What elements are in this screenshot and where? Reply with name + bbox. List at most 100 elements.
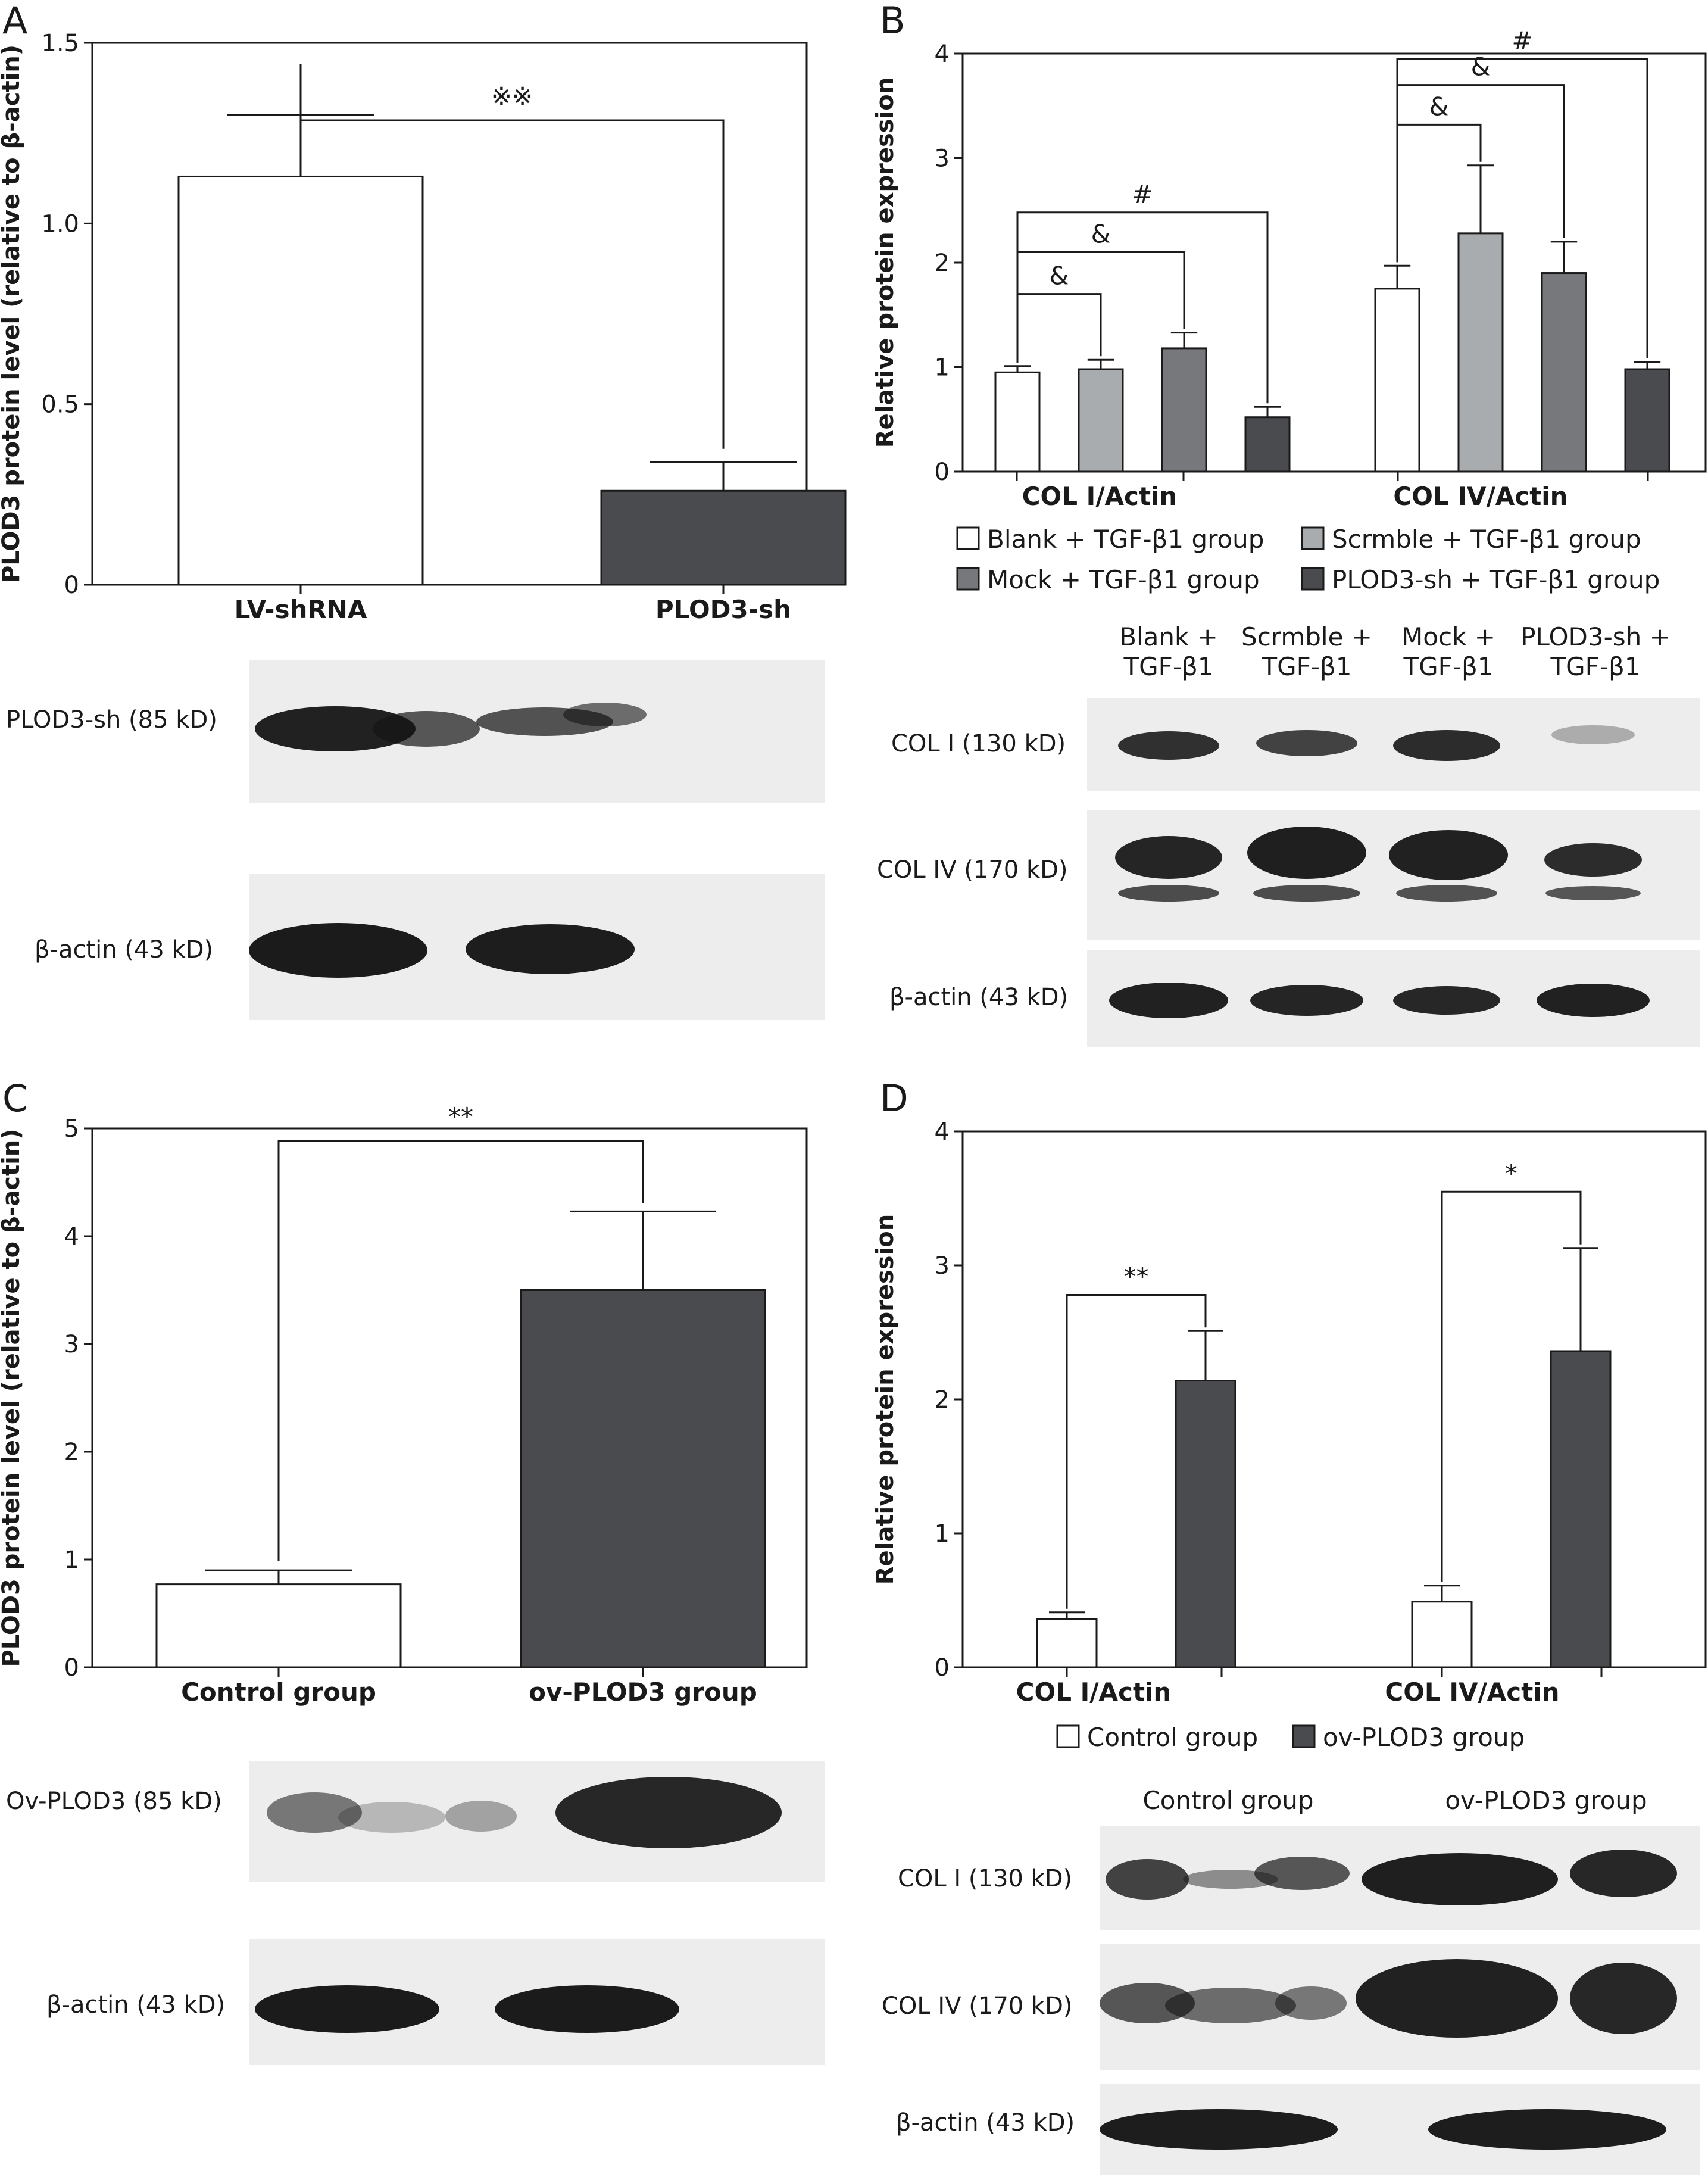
y-axis-label: Relative protein expression [872, 1214, 899, 1585]
blot-lane-label: Scrmble + [1241, 622, 1372, 651]
protein-band [495, 1985, 679, 2033]
protein-band [1250, 985, 1363, 1016]
protein-band [1537, 984, 1650, 1017]
protein-band [1275, 1986, 1347, 2020]
blot-strip-d-2 [1100, 1944, 1700, 2070]
protein-band [1356, 1959, 1558, 2038]
legend-label: ov-PLOD3 group [1323, 1723, 1525, 1752]
significance-bracket [1066, 1294, 1207, 1609]
y-tick-label: 1 [935, 354, 950, 382]
y-axis-label: PLOD3 protein level (relative to β-actin… [0, 1128, 25, 1667]
blot-strip-d-1 [1100, 1826, 1700, 1930]
protein-band [1256, 730, 1357, 756]
protein-band [1362, 1853, 1558, 1905]
bar-b-1-0 [1374, 288, 1420, 473]
protein-band [1396, 885, 1497, 902]
protein-band [267, 1792, 362, 1833]
blot-strip-b-2 [1087, 810, 1700, 940]
protein-band [445, 1801, 517, 1832]
protein-band [1118, 731, 1219, 760]
protein-band [1165, 1988, 1296, 2023]
blot-label: β-actin (43 kD) [35, 936, 213, 963]
x-category-label: COL IV/Actin [1385, 1677, 1559, 1707]
significance-label: # [1512, 26, 1532, 55]
legend-swatch [1301, 526, 1325, 550]
bar-b-1-3 [1624, 368, 1670, 473]
legend-label: Blank + TGF-β1 group [987, 525, 1264, 554]
y-axis-label: Relative protein expression [872, 77, 899, 448]
blot-lane-label: Blank + [1119, 622, 1218, 651]
bar-b-1-2 [1541, 272, 1587, 473]
chart-panel-b: 0 1 2 3 4 Relative protein expression COL I/Ac… [872, 26, 1707, 594]
x-category-label: LV-shRNA [235, 595, 367, 624]
x-category-label: COL IV/Actin [1393, 482, 1568, 511]
blot-strip-a-1 [249, 660, 825, 803]
blot-lane-label: ov-PLOD3 group [1445, 1786, 1647, 1815]
legend-swatch [1292, 1724, 1316, 1748]
protein-band [1254, 1857, 1350, 1890]
blot-label: PLOD3-sh (85 kD) [6, 706, 217, 734]
panel-letter-c: C [2, 1077, 28, 1120]
blot-strip-b-1 [1087, 698, 1700, 791]
y-tick-label: 4 [64, 1223, 79, 1250]
y-tick-label: 0 [935, 459, 950, 486]
y-tick-label: 1 [935, 1520, 950, 1548]
chart-panel-d: 0 1 2 3 4 Relative protein expression COL I/Ac… [872, 1118, 1707, 1752]
legend-swatch [956, 567, 980, 591]
blot-label: COL IV (170 kD) [882, 1992, 1073, 2020]
protein-band [1115, 836, 1222, 879]
y-tick-label: 2 [935, 250, 950, 277]
blot-lane-label: PLOD3-sh + [1520, 622, 1670, 651]
protein-band [1544, 843, 1642, 877]
legend-label: Scrmble + TGF-β1 group [1332, 525, 1641, 554]
significance-label: ** [1124, 1262, 1149, 1292]
y-tick-label: 3 [935, 145, 950, 173]
protein-band [1428, 2109, 1666, 2150]
y-tick-label: 5 [64, 1115, 79, 1143]
bar-d-1-1 [1550, 1350, 1612, 1668]
y-axis-label: PLOD3 protein level (relative to β-actin… [0, 45, 25, 583]
panel-letter-d: D [880, 1077, 908, 1120]
y-tick-label: 1.0 [41, 210, 79, 238]
bar-c-1 [520, 1289, 766, 1668]
blot-strip-a-2 [249, 874, 825, 1020]
bar-b-0-2 [1161, 347, 1207, 473]
y-tick-label: 0 [935, 1654, 950, 1682]
plot-frame-c [91, 1127, 808, 1668]
significance-label: & [1429, 92, 1449, 121]
blot-strip-d-3 [1100, 2084, 1700, 2175]
blot-label: COL I (130 kD) [891, 730, 1066, 757]
significance-bracket [277, 1140, 644, 1561]
protein-band [1570, 1963, 1677, 2034]
panel-letter-b: B [880, 0, 905, 42]
x-category-label: PLOD3-sh [655, 595, 791, 624]
protein-band [555, 1777, 782, 1848]
protein-band [373, 711, 480, 747]
bar-a-0 [177, 175, 424, 586]
protein-band [1389, 830, 1508, 880]
x-category-label: COL I/Actin [1016, 1677, 1172, 1707]
plot-frame-b [961, 52, 1707, 473]
chart-panel-a: 0 0.5 1.0 1.5 PLOD3 protein level (relative … [0, 30, 847, 624]
blot-label: β-actin (43 kD) [889, 984, 1068, 1011]
bar-a-1 [600, 489, 847, 586]
blots-layer: PLOD3-sh (85 kD)β-actin (43 kD)Blank +TG… [6, 622, 1700, 2175]
significance-label: & [1471, 52, 1491, 82]
blot-strip-c-2 [249, 1939, 825, 2065]
blot-lane-label: TGF-β1 [1123, 652, 1213, 681]
significance-bracket [1441, 1190, 1582, 1582]
bar-d-0-0 [1036, 1618, 1098, 1668]
y-tick-label: 1.5 [41, 30, 79, 57]
protein-band [255, 706, 416, 751]
protein-band [1183, 1870, 1278, 1889]
blot-lane-label: TGF-β1 [1403, 652, 1493, 681]
y-tick-label: 0 [64, 572, 79, 599]
protein-band [1570, 1850, 1677, 1897]
protein-band [563, 703, 647, 726]
legend-swatch [1056, 1724, 1080, 1748]
significance-label: & [1091, 219, 1111, 248]
panel-letter-a: A [2, 0, 27, 42]
bar-d-0-1 [1175, 1380, 1236, 1668]
charts-layer: 0 0.5 1.0 1.5 PLOD3 protein level (relative … [0, 26, 1707, 1752]
significance-bracket [1016, 211, 1269, 404]
